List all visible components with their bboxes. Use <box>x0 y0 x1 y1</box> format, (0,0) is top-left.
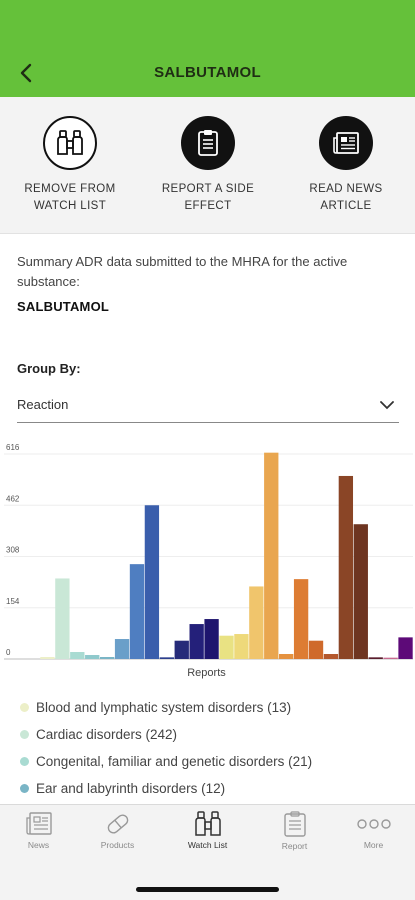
legend-dot <box>20 784 29 793</box>
chart-bar[interactable] <box>383 657 398 659</box>
chart-bar[interactable] <box>55 578 70 659</box>
chart-bar[interactable] <box>70 652 85 659</box>
tab-more[interactable]: More <box>332 811 415 850</box>
chart-bar[interactable] <box>338 475 354 659</box>
action-label-line1: READ NEWS <box>309 183 383 195</box>
group-by-select[interactable]: Reaction <box>17 393 399 423</box>
more-dots-icon <box>356 819 391 829</box>
tab-report[interactable]: Report <box>253 811 336 851</box>
bottom-tab-bar: News Products Watch List Report <box>0 804 415 900</box>
tab-news[interactable]: News <box>0 811 80 850</box>
reactions-bar-chart: 0 154 308 462 616 Reports <box>4 443 413 679</box>
action-label-line2: WATCH LIST <box>33 200 107 212</box>
binoculars-icon <box>194 811 221 836</box>
tab-watch-list[interactable]: Watch List <box>166 811 249 850</box>
y-tick-label: 616 <box>6 443 20 452</box>
tab-products[interactable]: Products <box>76 811 159 850</box>
legend-item[interactable]: Cardiac disorders (242) <box>20 721 405 748</box>
legend-item[interactable]: Congenital, familiar and genetic disorde… <box>20 748 405 775</box>
pill-icon <box>107 814 128 834</box>
tab-label: Watch List <box>187 840 228 850</box>
legend-dot <box>20 757 29 766</box>
tab-label: More <box>363 840 384 850</box>
chart-bar[interactable] <box>323 654 339 659</box>
chart-bar[interactable] <box>159 657 174 659</box>
legend-item[interactable]: Blood and lymphatic system disorders (13… <box>20 694 405 721</box>
x-axis-label: Reports <box>187 667 226 679</box>
chart-bar[interactable] <box>40 657 55 659</box>
action-label-line1: REMOVE FROM <box>24 183 116 195</box>
remove-from-watch-list-button[interactable]: REMOVE FROM WATCH LIST <box>15 116 125 215</box>
chart-bar[interactable] <box>144 505 160 659</box>
chart-bar[interactable] <box>249 586 264 659</box>
binoculars-icon <box>43 116 97 170</box>
page-title: SALBUTAMOL <box>154 64 261 81</box>
legend-label: Ear and labyrinth disorders (12) <box>36 781 226 796</box>
chart-bar[interactable] <box>398 637 413 659</box>
chart-bar[interactable] <box>99 657 115 659</box>
chart-bar[interactable] <box>85 655 100 659</box>
chart-bar[interactable] <box>279 654 294 659</box>
newspaper-icon <box>319 116 373 170</box>
back-arrow-icon[interactable] <box>14 60 40 86</box>
chart-bar[interactable] <box>129 564 145 659</box>
action-label-line2: ARTICLE <box>320 200 372 212</box>
y-tick-label: 308 <box>6 546 20 555</box>
read-news-article-button[interactable]: READ NEWS ARTICLE <box>291 116 401 215</box>
chart-bar[interactable] <box>114 639 130 659</box>
action-label-line2: EFFECT <box>184 200 232 212</box>
legend-label: Cardiac disorders (242) <box>36 727 178 742</box>
substance-name: SALBUTAMOL <box>17 299 110 314</box>
legend-dot <box>20 730 29 739</box>
app-header: SALBUTAMOL <box>0 0 415 97</box>
y-tick-label: 154 <box>6 597 20 606</box>
legend-item[interactable]: Ear and labyrinth disorders (12) <box>20 775 405 802</box>
chart-bar[interactable] <box>353 524 368 659</box>
chevron-down-icon <box>380 401 394 410</box>
chart-bar[interactable] <box>189 624 204 659</box>
legend-label: Blood and lymphatic system disorders (13… <box>36 700 292 715</box>
newspaper-icon <box>25 812 52 835</box>
tab-label: Report <box>281 841 308 851</box>
group-by-value: Reaction <box>17 397 69 412</box>
action-label-line1: REPORT A SIDE <box>161 183 255 195</box>
chart-bar[interactable] <box>264 452 279 659</box>
y-tick-label: 462 <box>6 494 20 503</box>
legend-dot <box>20 703 29 712</box>
chart-bar[interactable] <box>308 640 324 659</box>
summary-text: Summary ADR data submitted to the MHRA f… <box>17 254 348 289</box>
tab-label: News <box>27 840 50 850</box>
chart-legend: Blood and lymphatic system disorders (13… <box>20 694 405 802</box>
chart-bar[interactable] <box>234 634 249 659</box>
chart-bar[interactable] <box>204 619 219 659</box>
group-by-label: Group By: <box>17 361 81 376</box>
chart-bar[interactable] <box>219 635 234 659</box>
home-indicator <box>136 887 279 892</box>
legend-label: Congenital, familiar and genetic disorde… <box>36 754 313 769</box>
clipboard-icon <box>181 116 235 170</box>
tab-label: Products <box>100 840 135 850</box>
action-bar: REMOVE FROM WATCH LIST REPORT A SIDE EFF… <box>0 97 415 234</box>
chart-bar[interactable] <box>368 657 383 659</box>
report-side-effect-button[interactable]: REPORT A SIDE EFFECT <box>153 116 263 215</box>
chart-bar[interactable] <box>174 640 189 659</box>
y-tick-label: 0 <box>6 648 11 657</box>
chart-bar[interactable] <box>293 579 309 659</box>
clipboard-icon <box>283 811 306 837</box>
